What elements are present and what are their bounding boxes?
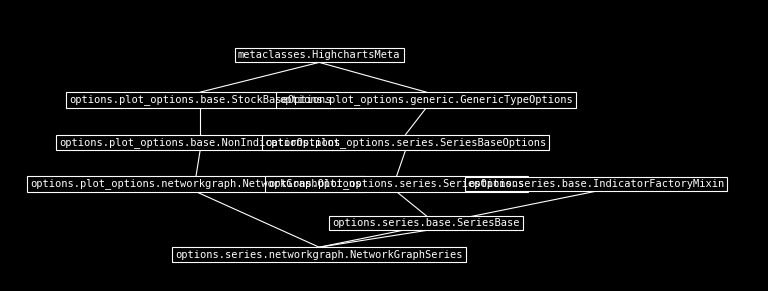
FancyBboxPatch shape (66, 92, 335, 108)
FancyBboxPatch shape (172, 247, 466, 262)
FancyBboxPatch shape (465, 177, 727, 191)
FancyBboxPatch shape (28, 176, 365, 192)
FancyBboxPatch shape (266, 176, 528, 192)
FancyBboxPatch shape (56, 135, 344, 150)
Text: options.series.base.SeriesBase: options.series.base.SeriesBase (333, 218, 520, 228)
Text: options.series.networkgraph.NetworkGraphSeries: options.series.networkgraph.NetworkGraph… (175, 249, 463, 260)
Text: options.series.base.IndicatorFactoryMixin: options.series.base.IndicatorFactoryMixi… (468, 179, 724, 189)
FancyBboxPatch shape (276, 92, 576, 108)
Text: metaclasses.HighchartsMeta: metaclasses.HighchartsMeta (238, 50, 400, 60)
Text: options.plot_options.series.SeriesOptions: options.plot_options.series.SeriesOption… (269, 178, 525, 189)
FancyBboxPatch shape (262, 135, 549, 150)
FancyBboxPatch shape (235, 48, 403, 62)
Text: options.plot_options.series.SeriesBaseOptions: options.plot_options.series.SeriesBaseOp… (265, 137, 546, 148)
Text: options.plot_options.networkgraph.NetworkGraphOptions: options.plot_options.networkgraph.Networ… (31, 178, 362, 189)
Text: options.plot_options.base.NonIndicatorOptions: options.plot_options.base.NonIndicatorOp… (60, 137, 341, 148)
Text: options.plot_options.base.StockBaseOptions: options.plot_options.base.StockBaseOptio… (69, 95, 332, 105)
Text: options.plot_options.generic.GenericTypeOptions: options.plot_options.generic.GenericType… (280, 95, 573, 105)
FancyBboxPatch shape (329, 216, 523, 230)
